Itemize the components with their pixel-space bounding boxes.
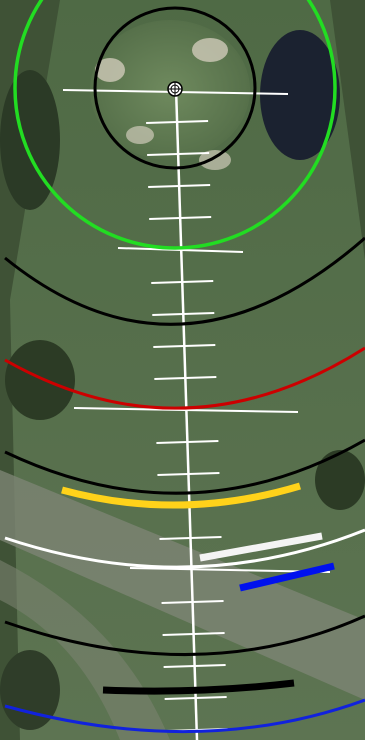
minor-tick — [154, 376, 217, 380]
minor-tick — [164, 696, 227, 700]
overlay — [4, 0, 365, 734]
arc — [4, 346, 365, 410]
arc — [4, 614, 365, 656]
hazard-line — [199, 532, 323, 562]
minor-tick — [161, 600, 224, 604]
pin-marker — [167, 81, 183, 97]
minor-tick — [162, 632, 225, 636]
hazard-line — [102, 679, 295, 695]
arc — [4, 698, 365, 734]
black-ring — [93, 6, 257, 170]
minor-tick — [148, 184, 211, 188]
minor-tick — [152, 312, 215, 316]
minor-tick — [163, 664, 226, 668]
minor-tick — [147, 152, 210, 156]
minor-tick — [151, 280, 214, 284]
minor-tick — [156, 440, 219, 444]
minor-tick — [146, 120, 209, 124]
arc — [4, 236, 365, 326]
hazard-line — [239, 562, 335, 592]
minor-tick — [159, 536, 222, 540]
major-tick — [117, 247, 244, 253]
major-tick — [73, 407, 299, 413]
minor-tick — [149, 216, 212, 220]
center-line — [174, 94, 199, 740]
minor-tick — [157, 472, 220, 476]
arc — [4, 438, 365, 495]
arc — [4, 528, 365, 569]
green-ring — [13, 0, 337, 250]
minor-tick — [153, 344, 216, 348]
hazard-line — [61, 482, 302, 509]
